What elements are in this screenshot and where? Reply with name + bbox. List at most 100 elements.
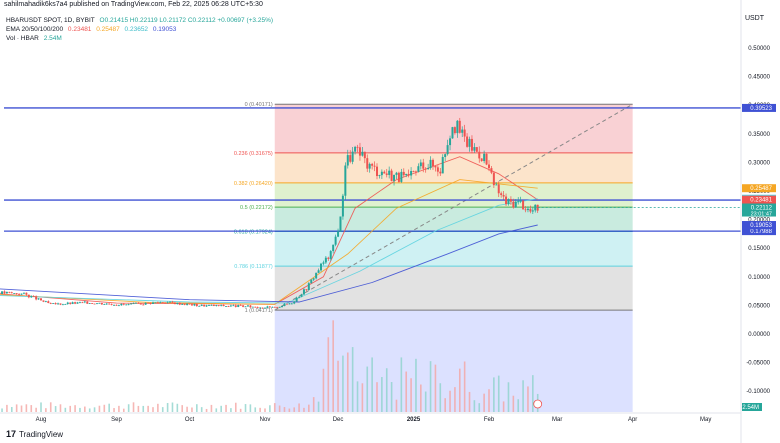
candle-body xyxy=(281,306,284,307)
volume-bar xyxy=(137,405,140,412)
candle-body xyxy=(227,306,230,307)
volume-bar xyxy=(395,399,398,412)
price-tag-label: 0.25487 xyxy=(750,186,772,192)
candle-body xyxy=(15,293,18,295)
volume-bar xyxy=(522,380,524,412)
ohlc-values: O0.21415 H0.22119 L0.21172 C0.22112 +0.0… xyxy=(99,17,274,24)
volume-bar xyxy=(278,405,281,412)
x-tick-label: Feb xyxy=(484,417,495,423)
candle-body xyxy=(5,291,8,294)
candle-body xyxy=(193,304,196,306)
volume-bar xyxy=(337,360,339,412)
volume-bar xyxy=(74,405,76,412)
volume-bar xyxy=(98,405,101,412)
candle-body xyxy=(47,301,50,304)
fib-zone-0.618 xyxy=(274,231,633,267)
candle-body xyxy=(298,296,301,298)
volume-bar xyxy=(142,405,145,412)
volume-bar xyxy=(35,407,37,412)
candle-body xyxy=(456,120,459,134)
candle-body xyxy=(132,303,135,305)
fib-label-0.5: 0.5 (0.22172) xyxy=(240,205,273,211)
candle-body xyxy=(378,175,381,177)
candle-body xyxy=(183,304,186,305)
publisher-text: sahilmahadik6ks7a4 published on TradingV… xyxy=(4,1,263,8)
volume-bar xyxy=(507,382,510,412)
candle-body xyxy=(500,193,503,196)
candle-body xyxy=(427,168,430,170)
candle-body xyxy=(20,293,23,295)
volume-bar xyxy=(225,404,227,412)
candle-body xyxy=(385,173,388,175)
volume-bar xyxy=(10,407,13,412)
candle-body xyxy=(414,171,417,173)
ema-legend[interactable]: EMA 20/50/100/200 0.23481 0.25487 0.2365… xyxy=(6,26,179,33)
volume-bar xyxy=(200,407,203,412)
volume-bar xyxy=(239,408,242,412)
candle-body xyxy=(461,129,464,133)
currency-label: USDT xyxy=(744,15,764,22)
candle-body xyxy=(249,305,252,308)
volume-value: 2.54M xyxy=(43,35,62,42)
symbol-name[interactable]: HBARUSDT SPOT, 1D, BYBIT xyxy=(6,17,95,24)
candle-body xyxy=(10,292,13,294)
fib-label-0: 0 (0.40171) xyxy=(245,102,273,108)
candle-body xyxy=(393,174,396,181)
volume-bar xyxy=(45,408,47,412)
candle-body xyxy=(222,304,225,307)
candle-body xyxy=(44,301,47,303)
candle-body xyxy=(446,145,449,155)
volume-bar xyxy=(532,375,534,412)
candle-body xyxy=(139,303,142,305)
volume-bar xyxy=(166,402,169,412)
candle-body xyxy=(434,166,437,168)
fib-zone-1 xyxy=(274,310,633,412)
candle-body xyxy=(529,208,532,212)
candle-body xyxy=(480,158,483,162)
volume-bar xyxy=(103,404,106,412)
volume-bar xyxy=(332,320,334,412)
candle-body xyxy=(432,159,434,167)
candle-body xyxy=(475,147,478,152)
volume-bar xyxy=(108,403,110,412)
y-tick-label: 0.05000 xyxy=(748,303,770,309)
candle-body xyxy=(368,163,371,169)
ema-line-3 xyxy=(0,224,538,303)
candle-body xyxy=(0,292,1,295)
volume-bar xyxy=(303,407,305,412)
candle-body xyxy=(127,304,130,306)
candle-body xyxy=(217,305,220,306)
candle-body xyxy=(341,195,344,217)
candle-body xyxy=(495,184,498,186)
candle-body xyxy=(288,303,291,305)
candle-body xyxy=(98,302,101,304)
candle-body xyxy=(251,306,254,308)
candle-body xyxy=(105,303,108,305)
volume-bar xyxy=(371,357,373,412)
volume-bar xyxy=(157,403,159,412)
candle-body xyxy=(113,304,116,306)
volume-bar xyxy=(385,368,388,412)
candle-body xyxy=(424,168,427,170)
candle-body xyxy=(229,305,232,307)
candle-body xyxy=(195,304,198,307)
candle-body xyxy=(69,302,72,304)
candle-body xyxy=(283,303,286,307)
candle-body xyxy=(166,302,169,304)
x-tick-label: Aug xyxy=(36,417,47,423)
candle-body xyxy=(271,306,274,308)
candle-body xyxy=(178,302,181,305)
volume-bar xyxy=(118,405,120,412)
candle-body xyxy=(144,302,147,305)
candle-body xyxy=(42,300,45,302)
candle-body xyxy=(334,236,337,245)
candle-body xyxy=(366,158,369,169)
volume-bar xyxy=(54,406,57,412)
volume-legend[interactable]: Vol · HBAR 2.54M xyxy=(6,35,65,42)
volume-bar xyxy=(493,377,495,412)
candle-body xyxy=(412,170,415,172)
candle-body xyxy=(40,298,42,301)
candle-body xyxy=(164,302,167,304)
x-tick-label: 2025 xyxy=(407,417,421,423)
